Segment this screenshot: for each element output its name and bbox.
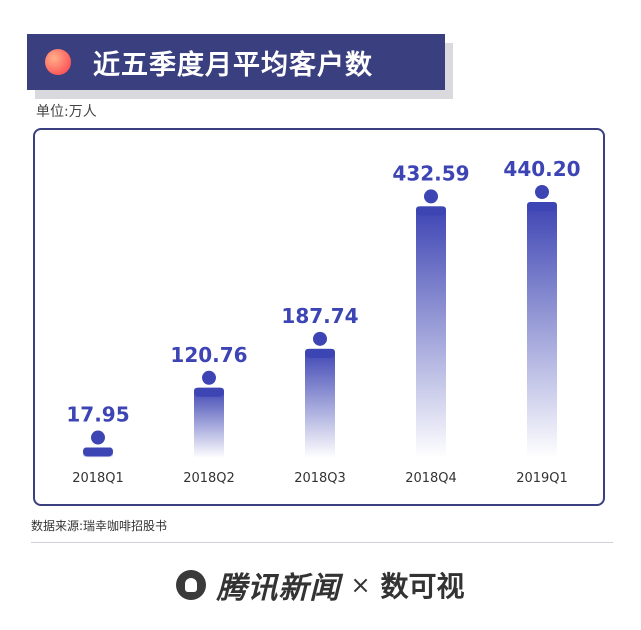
bar-2018Q2 [194,387,224,458]
category-label: 2018Q3 [294,471,346,486]
person-head-icon [424,189,438,204]
bar-shoulders [305,348,335,358]
category-label: 2018Q2 [183,471,235,486]
category-label: 2018Q1 [72,471,124,486]
category-label: 2019Q1 [516,471,568,486]
bar-2018Q4 [416,206,446,458]
footer-partner: 数可视 [380,570,465,603]
bar-2019Q1 [527,202,557,458]
person-head-icon [91,430,105,445]
bar-shoulders [83,447,113,457]
unit-label: 单位:万人 [36,104,97,120]
chart-title: 近五季度月平均客户数 [93,49,373,81]
person-head-icon [202,370,216,385]
bar-shoulders [194,387,224,397]
title-dot-icon [45,49,71,75]
value-label: 120.76 [170,343,247,367]
footer-divider [31,542,613,543]
tencent-news-logo-icon [176,570,207,600]
bar-2018Q3 [305,348,335,458]
source-note: 数据来源:瑞幸咖啡招股书 [31,519,168,533]
person-head-icon [313,331,327,346]
value-label: 440.20 [503,157,580,181]
bar-shoulders [416,206,446,216]
footer-separator: × [350,571,371,599]
person-head-icon [535,185,549,199]
value-label: 432.59 [392,161,469,185]
category-label: 2018Q4 [405,471,457,486]
bar-shoulders [527,202,557,211]
footer: 腾讯新闻 × 数可视 [0,560,641,610]
footer-brand: 腾讯新闻 [216,571,341,606]
value-label: 17.95 [66,403,129,427]
title-banner: 近五季度月平均客户数 [27,34,445,90]
value-label: 187.74 [281,304,358,328]
bar-chart: 17.95 2018Q1 120.76 2018Q2 187.74 2018Q3 432.5… [66,157,580,486]
chart-frame: 17.95 2018Q1 120.76 2018Q2 187.74 2018Q3 432.5… [33,128,605,506]
